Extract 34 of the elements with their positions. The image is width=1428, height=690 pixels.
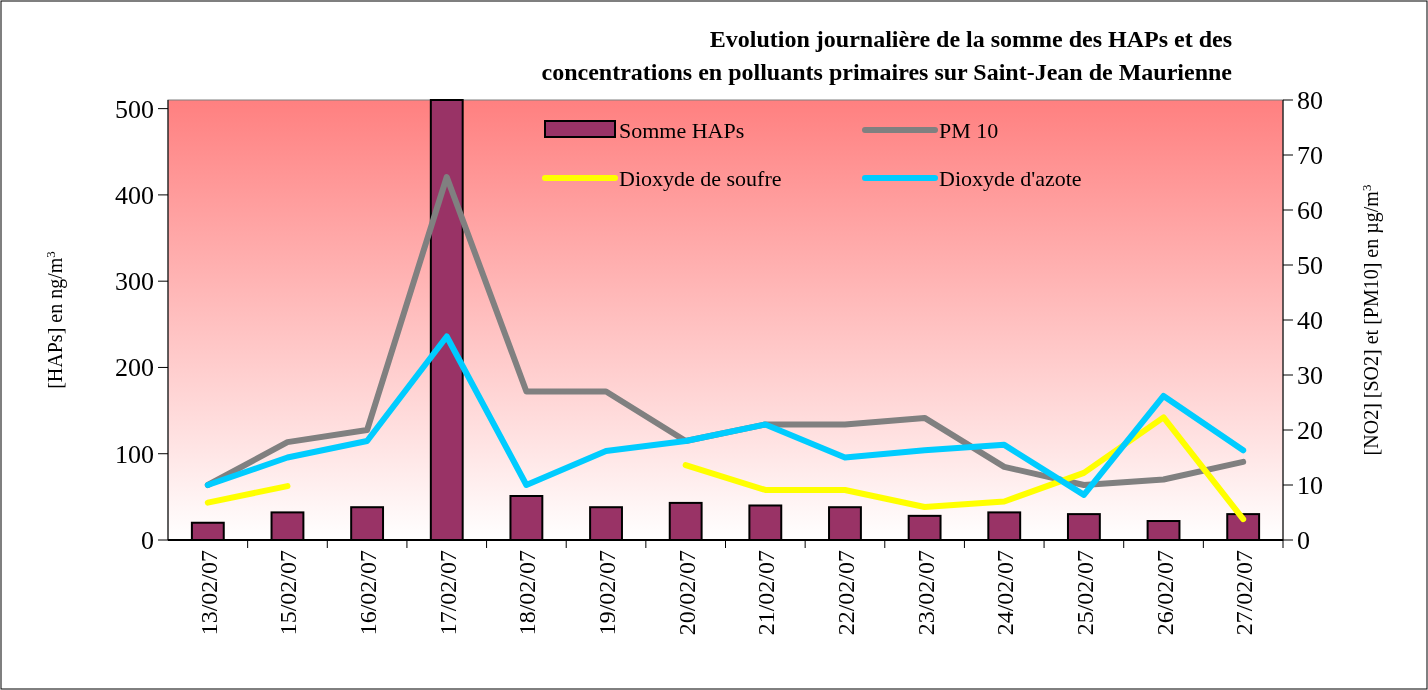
y2-tick-label: 0: [1297, 526, 1310, 555]
x-tick-label: 19/02/07: [594, 550, 621, 636]
x-tick-label: 22/02/07: [832, 550, 859, 636]
y2-tick-label: 20: [1297, 416, 1323, 445]
legend-label: PM 10: [939, 118, 999, 143]
legend-label: Dioxyde d'azote: [939, 166, 1082, 191]
y-tick-label: 400: [115, 180, 154, 210]
y-tick-label: 300: [115, 267, 154, 297]
y-tick-label: 100: [115, 439, 154, 469]
legend-label: Dioxyde de soufre: [619, 166, 782, 191]
y-tick-label: 500: [115, 94, 154, 124]
x-tick-label: 20/02/07: [673, 550, 700, 636]
y2-tick-label: 10: [1297, 471, 1323, 500]
x-tick-label: 24/02/07: [992, 550, 1019, 636]
y2-tick-label: 60: [1297, 196, 1323, 225]
legend-label: Somme HAPs: [619, 118, 745, 143]
x-tick-label: 23/02/07: [912, 550, 939, 636]
x-tick-label: 25/02/07: [1071, 550, 1098, 636]
x-tick-label: 17/02/07: [434, 550, 461, 636]
x-tick-label: 26/02/07: [1151, 550, 1178, 636]
y2-tick-label: 80: [1297, 86, 1323, 115]
x-tick-label: 18/02/07: [514, 550, 541, 636]
x-tick-label: 13/02/07: [195, 550, 222, 636]
x-tick-label: 21/02/07: [753, 550, 780, 636]
y2-tick-label: 70: [1297, 141, 1323, 170]
y-tick-label: 0: [141, 526, 154, 555]
x-tick-label: 27/02/07: [1231, 550, 1258, 636]
y2-tick-label: 50: [1297, 251, 1323, 280]
x-tick-label: 16/02/07: [355, 550, 382, 636]
y2-tick-label: 30: [1297, 361, 1323, 390]
y-tick-label: 200: [115, 353, 154, 383]
x-tick-label: 15/02/07: [275, 550, 302, 636]
y2-tick-label: 40: [1297, 306, 1323, 335]
chart-title: Evolution journalière de la somme des HAPs et des concentrations en polluants primaires sur Saint-Jean de Maurienne: [541, 26, 1233, 85]
